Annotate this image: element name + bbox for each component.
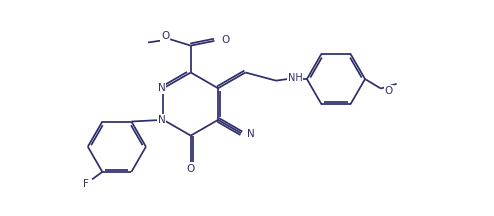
Text: N: N bbox=[158, 115, 165, 125]
Text: N: N bbox=[158, 83, 165, 93]
Text: O: O bbox=[385, 86, 393, 95]
Text: N: N bbox=[247, 129, 255, 139]
Text: O: O bbox=[161, 31, 169, 41]
Text: F: F bbox=[83, 179, 89, 189]
Text: O: O bbox=[221, 35, 230, 45]
Text: NH: NH bbox=[288, 73, 303, 83]
Text: O: O bbox=[187, 164, 195, 174]
